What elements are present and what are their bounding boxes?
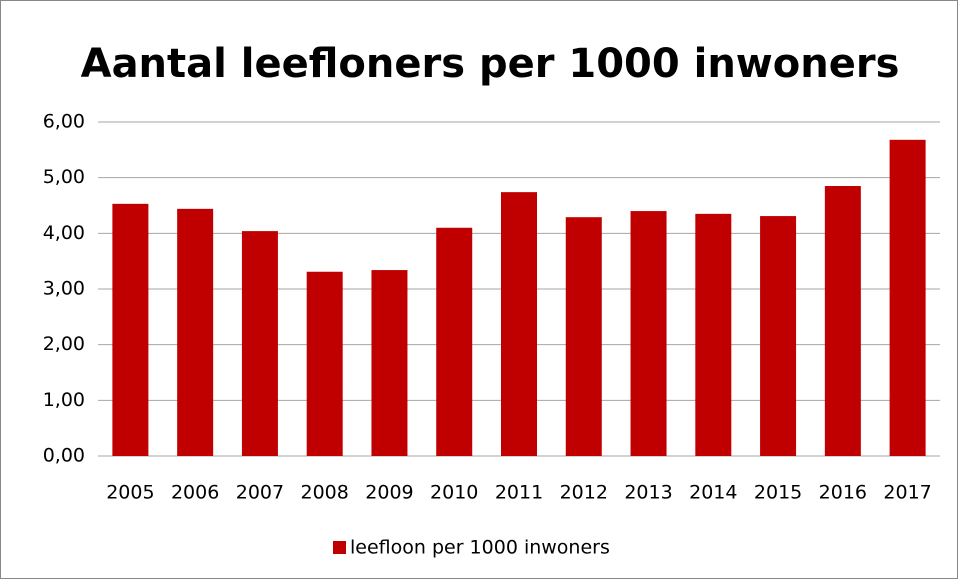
x-tick-label: 2005: [106, 482, 154, 504]
y-tick-label: 0,00: [43, 445, 85, 467]
bar: [565, 217, 602, 456]
bar: [371, 270, 408, 456]
bar: [306, 271, 343, 456]
x-tick-label: 2015: [754, 482, 802, 504]
y-tick-label: 6,00: [43, 111, 85, 133]
bar: [177, 208, 214, 456]
bar: [889, 139, 926, 456]
x-tick-label: 2007: [236, 482, 284, 504]
y-tick-label: 2,00: [43, 333, 85, 355]
x-tick-label: 2017: [883, 482, 931, 504]
chart-title: Aantal leefloners per 1000 inwoners: [81, 41, 900, 87]
bar: [630, 211, 667, 456]
x-tick-label: 2010: [430, 482, 478, 504]
y-tick-label: 3,00: [43, 278, 85, 300]
bar: [241, 231, 278, 456]
x-tick-label: 2012: [560, 482, 608, 504]
legend-swatch: [333, 541, 346, 554]
bar: [760, 216, 797, 456]
x-tick-label: 2013: [624, 482, 672, 504]
x-tick-label: 2006: [171, 482, 219, 504]
x-tick-label: 2008: [301, 482, 349, 504]
legend-label: leefloon per 1000 inwoners: [350, 537, 610, 559]
y-tick-label: 1,00: [43, 389, 85, 411]
x-tick-label: 2016: [819, 482, 867, 504]
bar: [824, 186, 861, 456]
x-tick-label: 2009: [365, 482, 413, 504]
x-tick-label: 2011: [495, 482, 543, 504]
y-tick-label: 4,00: [43, 222, 85, 244]
bar: [501, 192, 537, 456]
bar: [112, 203, 149, 456]
y-tick-label: 5,00: [43, 166, 85, 188]
bar: [436, 227, 473, 456]
bar: [695, 213, 732, 456]
x-tick-label: 2014: [689, 482, 737, 504]
